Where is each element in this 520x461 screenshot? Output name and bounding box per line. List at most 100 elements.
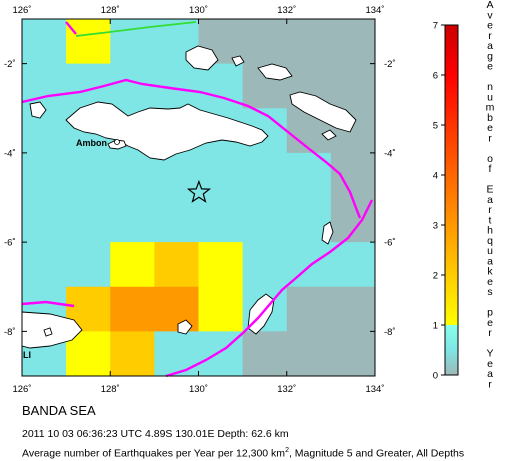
place-label-li: LI bbox=[23, 350, 31, 360]
plate-boundary-north bbox=[21, 78, 362, 219]
plate-boundary-north-stub bbox=[65, 21, 77, 35]
lon-tick-label-bottom: 130˚ bbox=[189, 384, 208, 395]
colorbar-tick-label: 4 bbox=[433, 171, 438, 182]
lon-tick-label-bottom: 126˚ bbox=[12, 384, 31, 395]
lon-tick-label-bottom: 128˚ bbox=[101, 384, 120, 395]
lon-tick-label-top: 130˚ bbox=[189, 5, 208, 16]
ambon-city-dot bbox=[114, 139, 120, 145]
rate-cell bbox=[242, 242, 288, 288]
trench-green bbox=[75, 21, 197, 37]
plate-boundary-south bbox=[165, 199, 374, 378]
rate-cell bbox=[22, 242, 67, 288]
lon-tick-label-top: 134˚ bbox=[365, 5, 384, 16]
plate-boundaries bbox=[21, 21, 374, 378]
rate-cell bbox=[154, 286, 199, 332]
islet-north-2 bbox=[231, 55, 245, 67]
island-buru-tip bbox=[29, 101, 47, 119]
lat-tick-label-left: -2˚ bbox=[4, 59, 16, 70]
lat-tick-label-right: -4˚ bbox=[384, 148, 396, 159]
colorbar-tick-label: 5 bbox=[433, 121, 438, 132]
colorbar-tick-label: 1 bbox=[433, 321, 438, 332]
colorbar-tick-label: 3 bbox=[433, 221, 438, 232]
rate-cell bbox=[286, 19, 332, 65]
event-details: 2011 10 03 06:36:23 UTC 4.89S 130.01E De… bbox=[22, 428, 289, 440]
rate-cell bbox=[22, 108, 67, 154]
lon-tick-label-top: 128˚ bbox=[101, 5, 120, 16]
rate-cell bbox=[66, 197, 111, 243]
region-title: BANDA SEA bbox=[22, 403, 96, 418]
rate-cell bbox=[330, 63, 376, 109]
colorbar-tick-label: 7 bbox=[433, 21, 438, 32]
rate-cell bbox=[198, 242, 244, 288]
colorbar-tick-label: 6 bbox=[433, 71, 438, 82]
lon-tick-label-bottom: 132˚ bbox=[277, 384, 296, 395]
rate-cell bbox=[66, 19, 111, 65]
rate-cell bbox=[110, 152, 155, 198]
colorbar-tick-label: 2 bbox=[433, 271, 438, 282]
epicenter-star-icon bbox=[186, 179, 212, 203]
lon-tick-label-bottom: 134˚ bbox=[365, 384, 384, 395]
rate-cell bbox=[66, 242, 111, 288]
rate-cell bbox=[286, 286, 332, 332]
colorbar-scale bbox=[444, 24, 459, 376]
map-footnote: Average number of Earthquakes per Year p… bbox=[22, 447, 464, 460]
colorbar-tick-label: 0 bbox=[433, 371, 438, 382]
rate-cell bbox=[22, 19, 67, 65]
rate-cell bbox=[330, 242, 376, 288]
footnote-text-tail: , Magnitude 5 and Greater, All Depths bbox=[288, 447, 465, 460]
rate-cell bbox=[198, 152, 244, 198]
rate-cell bbox=[154, 152, 199, 198]
rate-cell bbox=[242, 152, 288, 198]
islet-west-small bbox=[43, 327, 53, 337]
rate-cell bbox=[110, 286, 155, 332]
rate-cell bbox=[198, 197, 244, 243]
rate-cell bbox=[330, 331, 376, 377]
rate-cell bbox=[242, 19, 288, 65]
map-ticks: 126˚ 126˚ 128˚ 128˚ 130˚ 130˚ 132˚ 132˚ 134˚ 134˚… bbox=[4, 5, 396, 395]
rate-cell bbox=[286, 331, 332, 377]
map-panel: Ambon LI 126˚ 126˚ 128˚ 128˚ 130˚ 130˚ 132˚ 132… bbox=[4, 5, 396, 395]
lat-tick-label-left: -6˚ bbox=[4, 238, 16, 249]
lat-tick-label-left: -8˚ bbox=[4, 327, 16, 338]
rate-cell bbox=[330, 286, 376, 332]
island-timor-tip bbox=[21, 311, 83, 349]
lon-tick-label-top: 126˚ bbox=[12, 5, 31, 16]
rate-cell bbox=[22, 63, 67, 109]
rate-cell bbox=[242, 331, 288, 377]
rate-cell bbox=[110, 19, 155, 65]
rate-cell bbox=[66, 152, 111, 198]
rate-cell bbox=[110, 197, 155, 243]
rate-cell bbox=[154, 242, 199, 288]
rate-cell bbox=[110, 331, 155, 377]
rate-cell bbox=[110, 242, 155, 288]
lat-tick-label-left: -4˚ bbox=[4, 148, 16, 159]
rate-cell bbox=[154, 331, 199, 377]
lat-tick-label-right: -6˚ bbox=[384, 238, 396, 249]
rate-cell bbox=[22, 152, 67, 198]
rate-cell bbox=[198, 286, 244, 332]
rate-cell bbox=[242, 197, 288, 243]
kai-islands-east bbox=[289, 91, 357, 133]
lon-tick-label-top: 132˚ bbox=[277, 5, 296, 16]
kai-islands-west bbox=[257, 63, 293, 81]
lat-tick-label-right: -8˚ bbox=[384, 327, 396, 338]
islet-gorong bbox=[321, 129, 337, 141]
footnote-text: Average number of Earthquakes per Year p… bbox=[22, 447, 286, 460]
island-tanimbar-north bbox=[321, 221, 334, 245]
islet-north-1 bbox=[185, 45, 219, 71]
place-label-ambon: Ambon bbox=[76, 138, 107, 148]
rate-cell bbox=[330, 19, 376, 65]
lat-tick-label-right: -2˚ bbox=[384, 59, 396, 70]
islet-babar bbox=[177, 319, 193, 335]
rate-cell bbox=[22, 197, 67, 243]
colorbar-ticks: 0 1 2 3 4 5 6 7 bbox=[433, 21, 445, 382]
rate-cell bbox=[330, 152, 376, 198]
rate-cell bbox=[330, 197, 376, 243]
rate-cell bbox=[154, 197, 199, 243]
plate-boundary-timor bbox=[21, 300, 75, 308]
rate-grid bbox=[22, 19, 376, 377]
footnote-superscript: 2 bbox=[285, 447, 289, 454]
